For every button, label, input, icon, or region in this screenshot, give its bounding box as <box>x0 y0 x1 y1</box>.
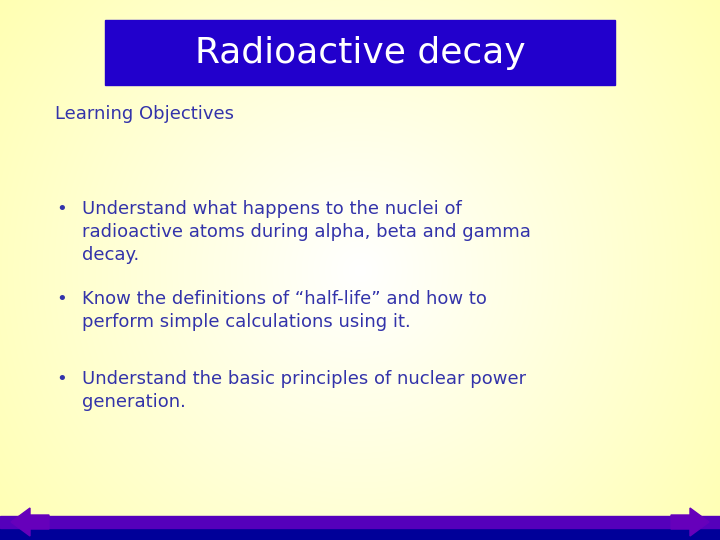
Text: •: • <box>57 290 68 308</box>
Text: •: • <box>57 370 68 388</box>
Bar <box>0 528 720 540</box>
Polygon shape <box>11 508 49 536</box>
Polygon shape <box>671 508 709 536</box>
Text: Learning Objectives: Learning Objectives <box>55 105 234 123</box>
Text: Know the definitions of “half-life” and how to
perform simple calculations using: Know the definitions of “half-life” and … <box>82 290 487 331</box>
Text: Radioactive decay: Radioactive decay <box>194 36 526 70</box>
Bar <box>105 20 615 85</box>
Text: •: • <box>57 200 68 218</box>
Text: Understand what happens to the nuclei of
radioactive atoms during alpha, beta an: Understand what happens to the nuclei of… <box>82 200 531 264</box>
Bar <box>0 516 720 528</box>
Text: Understand the basic principles of nuclear power
generation.: Understand the basic principles of nucle… <box>82 370 526 411</box>
